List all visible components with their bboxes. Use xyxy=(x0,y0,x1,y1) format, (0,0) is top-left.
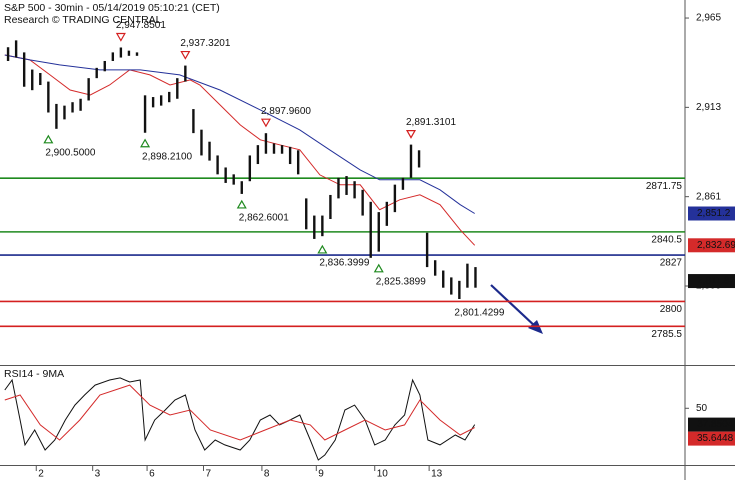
x-tick-label: 8 xyxy=(264,469,270,480)
current-value-label: 37.8504 xyxy=(697,419,734,430)
rsi-line xyxy=(4,384,475,441)
level-label: 2800 xyxy=(660,304,683,315)
x-tick-label: 6 xyxy=(149,469,155,480)
y-tick-label: 2,913 xyxy=(696,102,721,113)
x-tick-label: 13 xyxy=(431,469,443,480)
high-marker xyxy=(180,50,191,60)
rsi-title: RSI14 - 9MA xyxy=(4,368,64,380)
marker-label: 2,900.5000 xyxy=(45,147,95,158)
low-marker xyxy=(236,199,247,209)
current-value-box xyxy=(688,417,735,432)
marker-label: 2,947.8501 xyxy=(116,20,166,31)
x-tick-label: 9 xyxy=(318,469,324,480)
level-label: 2785.5 xyxy=(651,329,682,340)
marker-label: 2,836.3999 xyxy=(319,258,369,269)
x-tick-label: 3 xyxy=(95,469,101,480)
low-marker xyxy=(43,134,54,144)
current-value-box xyxy=(688,274,735,289)
high-marker xyxy=(260,118,271,128)
marker-label: 2,862.6001 xyxy=(239,213,289,224)
current-value-box xyxy=(688,431,735,446)
y-tick-label: 2,861 xyxy=(696,191,721,202)
marker-label: 2,898.2100 xyxy=(142,151,192,162)
marker-label: 2,897.9600 xyxy=(261,106,311,117)
current-value-label: 2,851.2 xyxy=(697,208,731,219)
current-value-box xyxy=(688,206,735,221)
low-marker xyxy=(317,244,328,254)
current-value-label: 2,832.69 xyxy=(697,240,735,251)
moving-average xyxy=(4,54,476,246)
current-value-box xyxy=(688,238,735,253)
rsi-line xyxy=(4,377,476,461)
low-marker xyxy=(140,138,151,148)
y-tick-label: 2,965 xyxy=(696,13,721,24)
y-tick-label: 50 xyxy=(696,403,708,414)
low-marker xyxy=(373,263,384,273)
marker-label: 2,801.4299 xyxy=(454,308,504,319)
chart-title: S&P 500 - 30min - 05/14/2019 05:10:21 (C… xyxy=(4,2,220,14)
marker-label: 2,891.3101 xyxy=(406,117,456,128)
x-tick-label: 10 xyxy=(377,469,389,480)
level-label: 2827 xyxy=(660,258,683,269)
current-value-label: 35.6448 xyxy=(697,433,734,444)
high-marker xyxy=(115,32,126,42)
high-marker xyxy=(405,130,417,139)
level-label: 2840.5 xyxy=(651,235,682,246)
moving-average xyxy=(4,54,475,214)
marker-label: 2,937.3201 xyxy=(180,38,230,49)
chart-subtitle: Research © TRADING CENTRAL xyxy=(4,14,162,26)
x-tick-label: 7 xyxy=(205,469,211,480)
marker-label: 2,825.3899 xyxy=(376,276,426,287)
x-tick-label: 2 xyxy=(38,469,44,480)
current-value-label: 2,811.87 xyxy=(697,276,735,287)
level-label: 2871.75 xyxy=(646,181,683,192)
